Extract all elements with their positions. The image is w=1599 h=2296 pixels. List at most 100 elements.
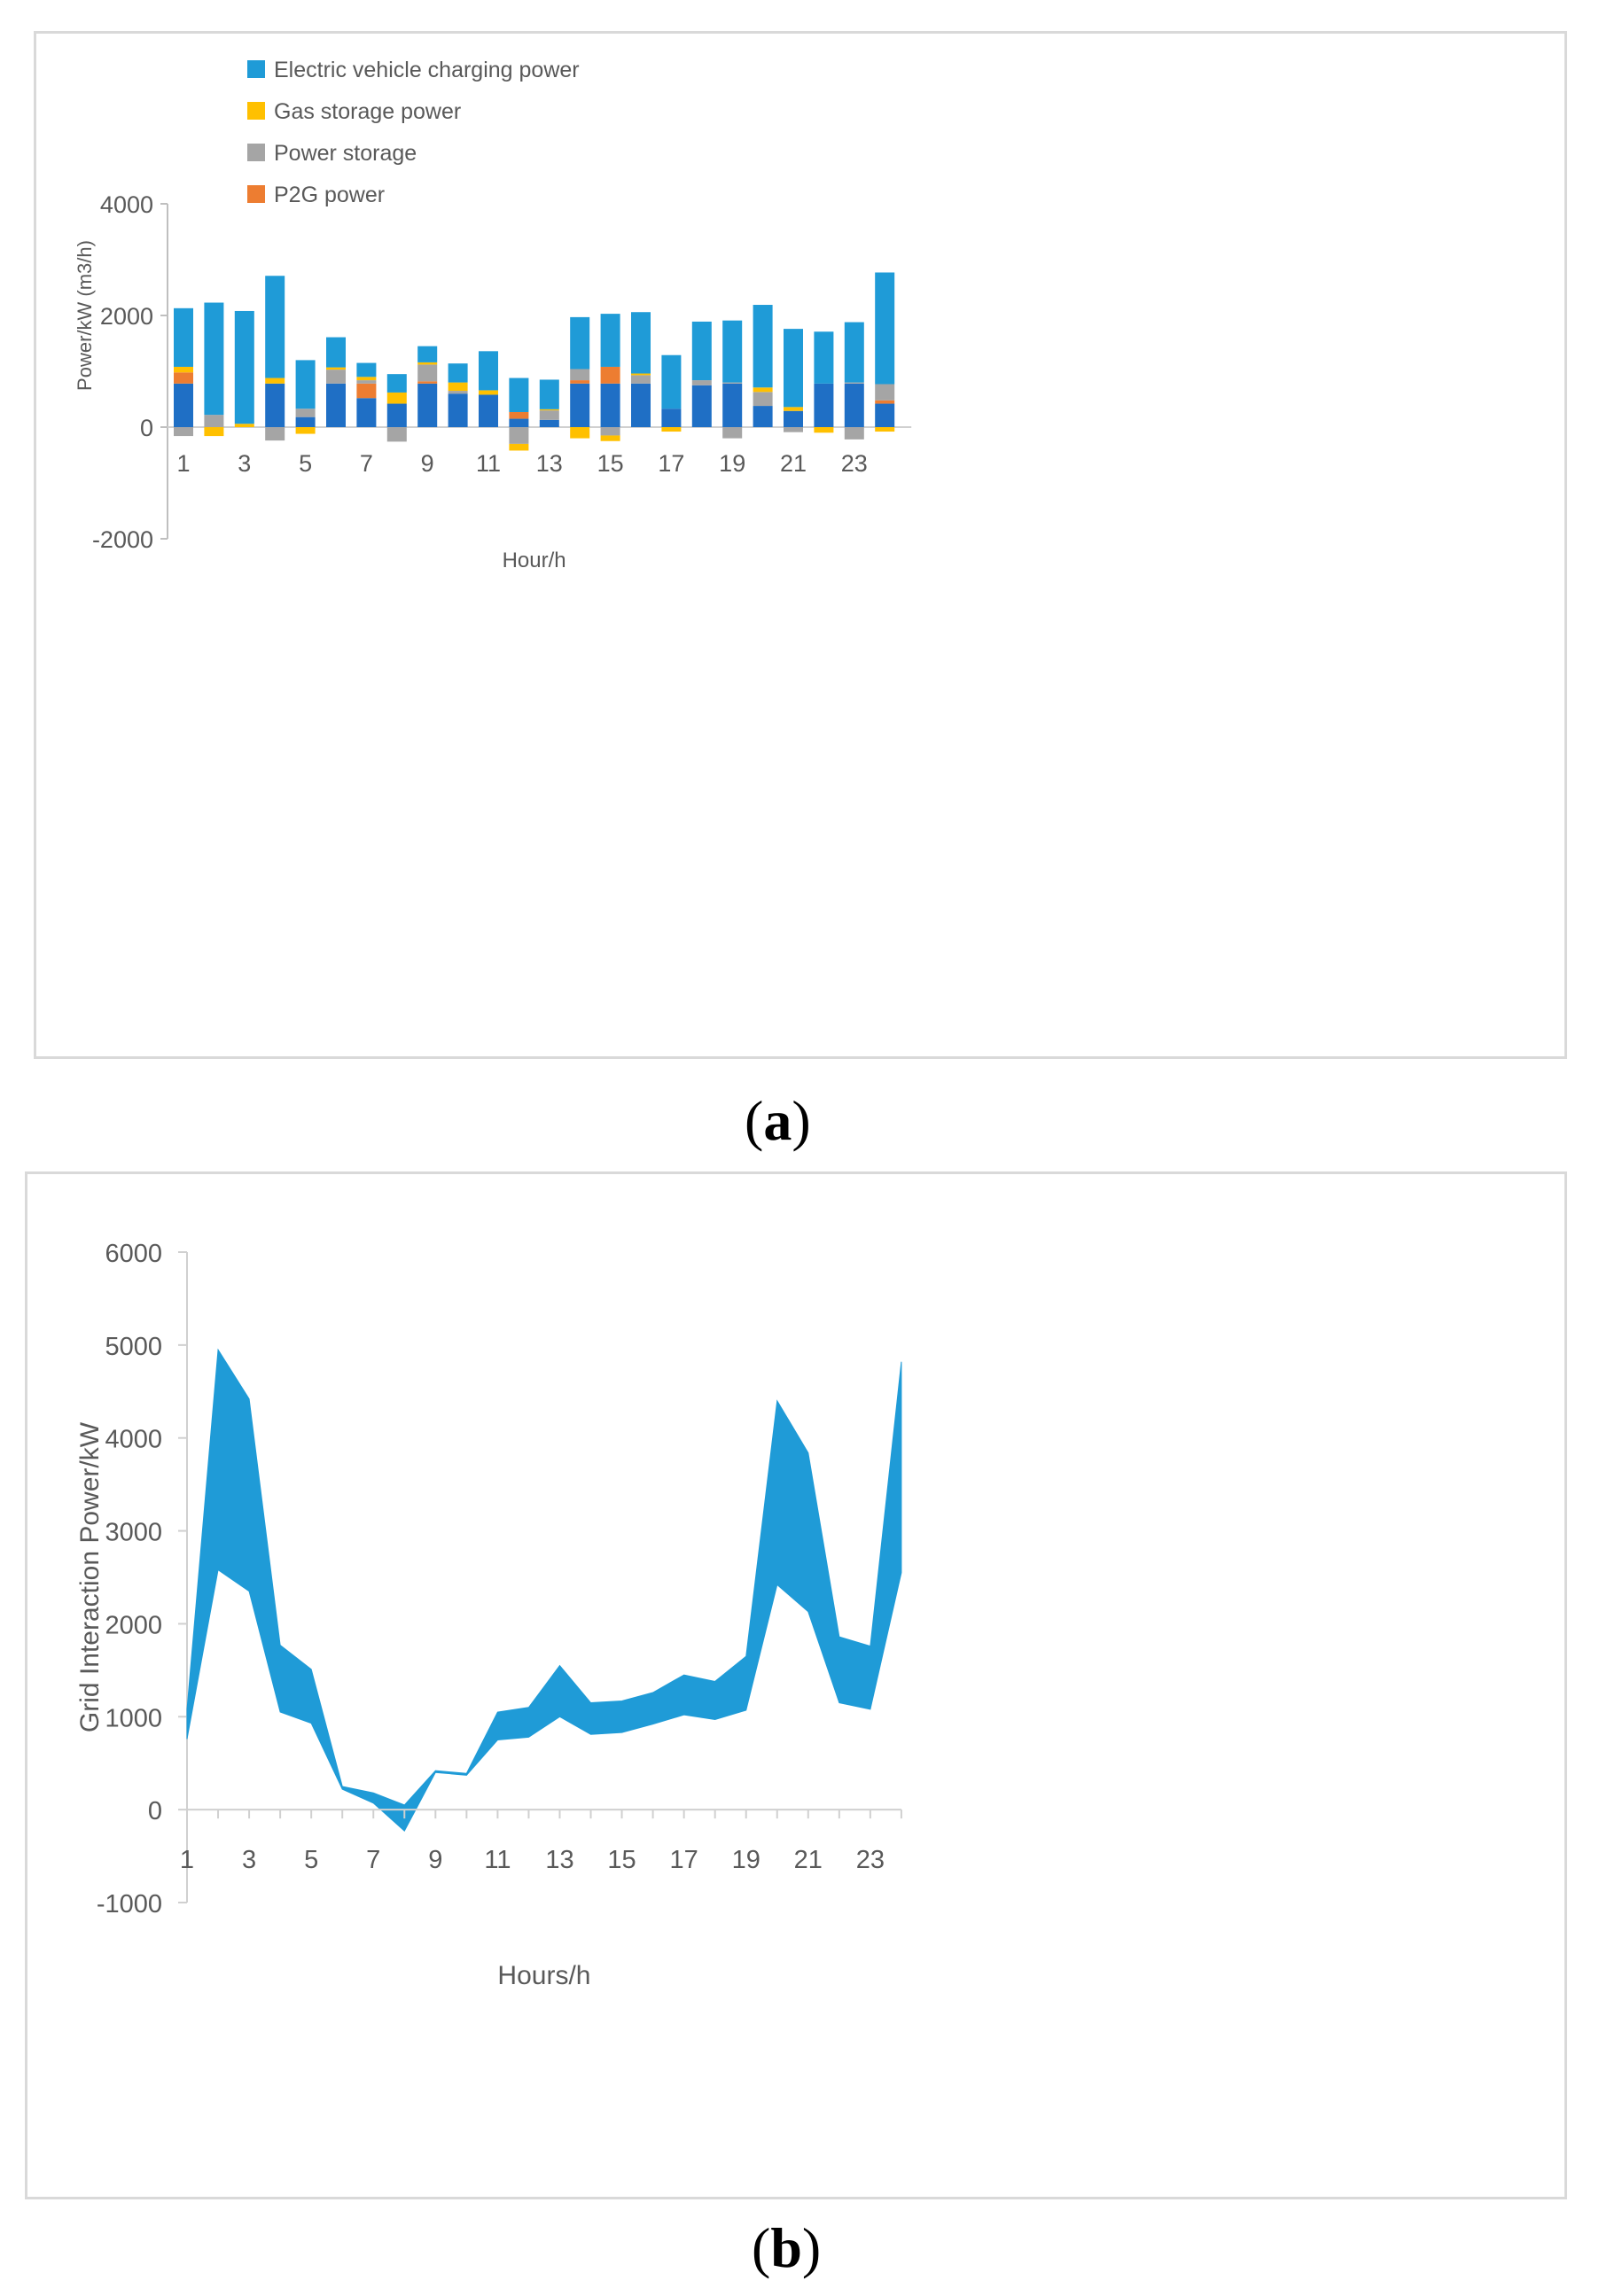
- bar-segment: [722, 383, 743, 427]
- x-tick-label: 19: [732, 1846, 760, 1874]
- bar-segment: [234, 310, 254, 424]
- x-tick-label: 21: [794, 1846, 823, 1874]
- x-tick-label: 9: [421, 450, 434, 477]
- x-tick-label: 17: [670, 1846, 698, 1874]
- bar-segment: [631, 375, 651, 384]
- bar-segment: [174, 372, 193, 384]
- bar-segment: [539, 410, 559, 420]
- bar-segment-negative: [814, 427, 834, 433]
- y-tick-label: 1000: [105, 1704, 162, 1732]
- bar-segment: [600, 383, 620, 427]
- bar-segment: [448, 393, 468, 427]
- x-tick-label: 3: [242, 1846, 256, 1874]
- legend-label-1: Gas storage power: [274, 99, 461, 124]
- bar-segment: [174, 383, 193, 427]
- bar-segment-negative: [600, 427, 620, 436]
- bar-segment: [204, 302, 224, 416]
- bar-segment: [265, 383, 285, 427]
- bar-segment: [570, 316, 590, 370]
- caption-b: (b): [752, 2216, 822, 2279]
- bar-segment: [570, 369, 590, 381]
- bar-segment: [722, 320, 743, 383]
- bar-segment-negative: [295, 427, 316, 434]
- bar-segment: [448, 363, 468, 383]
- bar-segment: [479, 390, 498, 395]
- x-tick-label: 11: [484, 1846, 511, 1874]
- bar-segment: [570, 383, 590, 427]
- bar-segment: [539, 419, 559, 427]
- x-tick-label: 21: [780, 450, 807, 477]
- x-tick-label: 7: [360, 450, 373, 477]
- bar-segment: [326, 337, 346, 368]
- legend-label-0: Electric vehicle charging power: [274, 58, 580, 82]
- x-tick-label: 7: [366, 1846, 380, 1874]
- bar-segment-negative: [174, 427, 193, 437]
- legend-label-2: Power storage: [274, 141, 417, 166]
- bar-segment: [448, 391, 468, 394]
- x-tick-label: 5: [299, 450, 312, 477]
- bar-segment-negative: [722, 427, 743, 439]
- bar-segment: [265, 377, 285, 384]
- bar-segment: [691, 321, 712, 381]
- y-tick-label: 2000: [100, 303, 153, 330]
- bar-segment-negative: [570, 427, 590, 439]
- bar-segment: [570, 380, 590, 384]
- bar-segment: [875, 400, 895, 404]
- legend-label-3: P2G power: [274, 183, 385, 207]
- bar-segment-negative: [265, 427, 285, 441]
- bar-segment-negative: [509, 427, 529, 444]
- x-tick-label: 1: [180, 1846, 194, 1874]
- bar-segment-negative: [204, 427, 224, 437]
- bar-segment: [204, 415, 224, 427]
- x-tick-label: 13: [545, 1846, 573, 1874]
- x-tick-label: 11: [476, 450, 501, 477]
- y-tick-label: -2000: [92, 526, 153, 553]
- bar-segment: [326, 367, 346, 370]
- bar-segment-negative: [509, 443, 529, 451]
- bar-segment: [417, 346, 438, 362]
- bar-segment: [784, 329, 803, 408]
- y-axis-title: Power/kW (m3/h): [74, 240, 96, 391]
- x-axis-title: Hour/h: [503, 549, 566, 572]
- bar-segment: [265, 276, 285, 378]
- bar-segment: [844, 383, 864, 427]
- caption-b-letter: b: [770, 2216, 802, 2279]
- bar-segment: [631, 312, 651, 374]
- bar-segment: [691, 380, 712, 385]
- bar-segment: [509, 377, 529, 412]
- bar-segment: [600, 366, 620, 384]
- legend-swatch-0: [247, 60, 265, 78]
- bar-segment-negative: [661, 427, 682, 432]
- y-tick-label: 2000: [105, 1611, 162, 1639]
- bar-segment: [753, 387, 773, 393]
- y-tick-label: -1000: [97, 1890, 162, 1919]
- bar-segment: [479, 351, 498, 391]
- bar-segment: [600, 314, 620, 367]
- bar-segment: [875, 384, 895, 401]
- bar-segment: [814, 383, 834, 427]
- bar-segment: [386, 392, 407, 404]
- y-tick-label: 4000: [105, 1426, 162, 1454]
- bar-segment: [509, 418, 529, 427]
- bar-segment: [386, 403, 407, 427]
- x-tick-label: 1: [176, 450, 190, 477]
- legend-swatch-3: [247, 185, 265, 203]
- legend-swatch-1: [247, 102, 265, 120]
- bar-segment: [356, 362, 377, 377]
- bar-segment: [326, 370, 346, 384]
- bar-segment: [875, 403, 895, 427]
- bar-segment: [417, 364, 438, 382]
- bar-segment-negative: [844, 427, 864, 440]
- y-tick-label: 0: [140, 415, 153, 441]
- y-tick-label: 5000: [105, 1333, 162, 1361]
- bar-segment: [356, 398, 377, 427]
- bar-segment-negative: [784, 427, 803, 432]
- bar-segment-negative: [875, 427, 895, 432]
- bar-segment: [234, 424, 254, 427]
- x-tick-label: 15: [607, 1846, 636, 1874]
- bar-segment: [875, 272, 895, 385]
- y-tick-label: 6000: [105, 1240, 162, 1268]
- bar-segment: [448, 382, 468, 392]
- bar-segment: [509, 411, 529, 419]
- bar-segment: [753, 406, 773, 427]
